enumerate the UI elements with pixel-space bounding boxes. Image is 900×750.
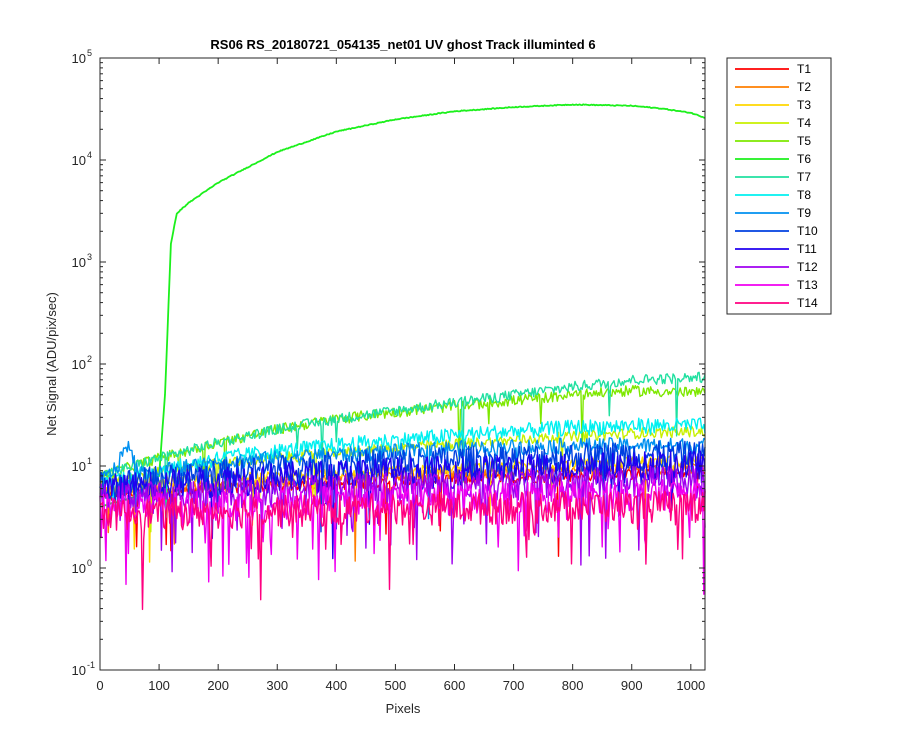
legend-label-T9: T9 [797, 206, 811, 220]
series-line-T7 [99, 371, 706, 518]
x-axis-label: Pixels [386, 701, 421, 716]
x-axis-ticks: 0 100 200 300 400 500 600 700 800 900 1000 [96, 58, 705, 693]
y-tick-exponent: 5 [87, 48, 92, 58]
legend-label-T8: T8 [797, 188, 811, 202]
x-tick-label: 600 [444, 678, 466, 693]
x-tick-label: 800 [562, 678, 584, 693]
legend-label-T10: T10 [797, 224, 818, 238]
legend-label-T6: T6 [797, 152, 811, 166]
legend-label-T14: T14 [797, 296, 818, 310]
legend-label-T12: T12 [797, 260, 818, 274]
x-tick-label: 100 [148, 678, 170, 693]
series-line-T8 [99, 417, 706, 506]
x-tick-label: 300 [266, 678, 288, 693]
legend-label-T3: T3 [797, 98, 811, 112]
y-tick-exponent: -1 [87, 660, 95, 670]
plot-area [100, 58, 705, 670]
legend-label-T7: T7 [797, 170, 811, 184]
y-tick-label: 10 [72, 459, 86, 474]
legend-box [726, 57, 832, 315]
legend-label-T2: T2 [797, 80, 811, 94]
legend-label-T4: T4 [797, 116, 811, 130]
series-line-T6 [99, 103, 706, 508]
y-tick-label: 10 [72, 153, 86, 168]
y-tick-exponent: 1 [87, 456, 92, 466]
x-tick-label: 400 [325, 678, 347, 693]
series-line-T12 [99, 464, 706, 573]
y-tick-label: 10 [72, 357, 86, 372]
legend-label-T13: T13 [797, 278, 818, 292]
x-tick-label: 700 [503, 678, 525, 693]
x-tick-label: 500 [385, 678, 407, 693]
x-tick-label: 200 [207, 678, 229, 693]
series-layer [99, 103, 706, 611]
x-tick-label: 1000 [676, 678, 705, 693]
x-tick-label: 0 [96, 678, 103, 693]
x-tick-label: 900 [621, 678, 643, 693]
y-tick-label: 10 [72, 255, 86, 270]
y-tick-exponent: 3 [87, 252, 92, 262]
legend-label-T1: T1 [797, 62, 811, 76]
y-tick-label: 10 [72, 51, 86, 66]
y-tick-label: 10 [72, 663, 86, 678]
y-tick-exponent: 2 [87, 354, 92, 364]
legend: T1 T2 T3 T4 T5 T6 T7 T8 T9 T10 T11 T12 T13 T14 [726, 57, 832, 315]
y-axis-label: Net Signal (ADU/pix/sec) [44, 292, 59, 436]
y-tick-label: 10 [72, 561, 86, 576]
legend-label-T11: T11 [797, 242, 817, 256]
y-tick-exponent: 4 [87, 150, 92, 160]
legend-label-T5: T5 [797, 134, 811, 148]
chart-title: RS06 RS_20180721_054135_net01 UV ghost T… [210, 37, 595, 52]
y-tick-exponent: 0 [87, 558, 92, 568]
series-line-T14 [99, 490, 706, 611]
